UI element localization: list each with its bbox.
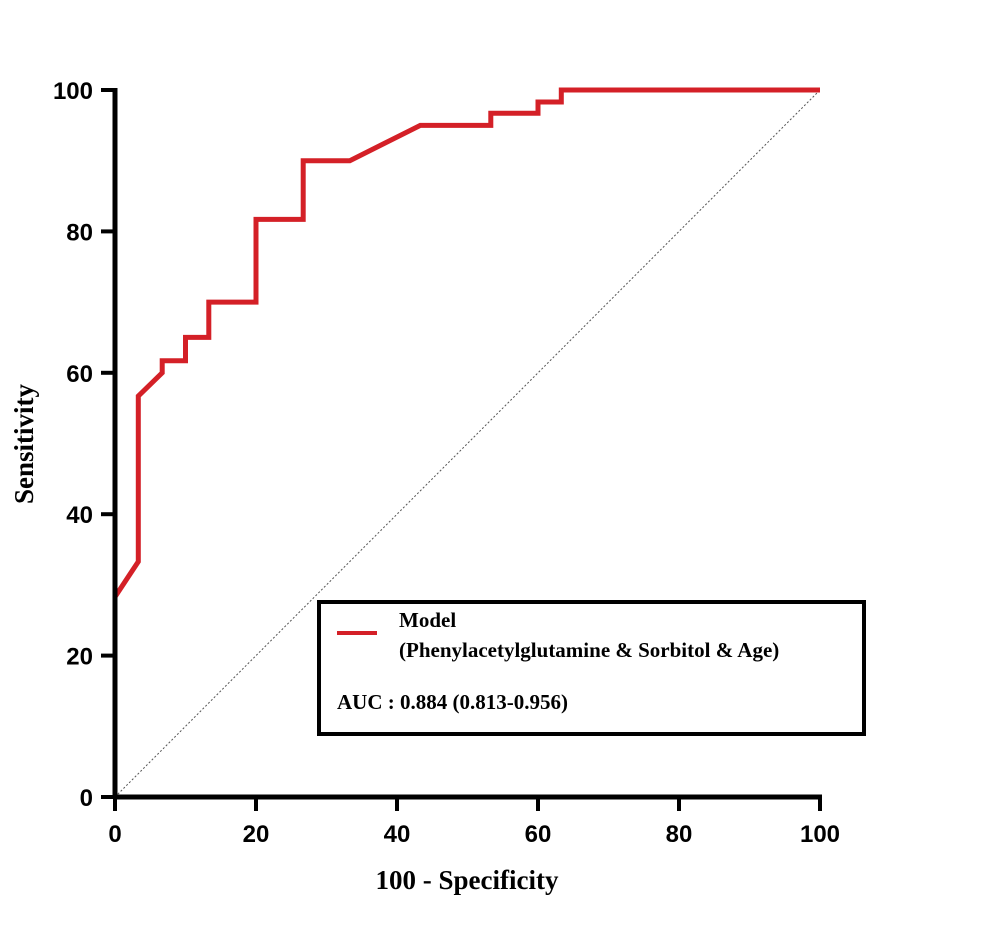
x-tick-label: 0 xyxy=(108,821,121,848)
reference-line-layer xyxy=(114,89,821,798)
y-tick-label: 100 xyxy=(53,78,93,105)
y-tick-label: 20 xyxy=(66,644,93,671)
roc-curve-model xyxy=(112,87,820,797)
axes-layer xyxy=(112,88,822,800)
legend: Model (Phenylacetylglutamine & Sorbitol … xyxy=(317,600,866,736)
x-tick-label: 60 xyxy=(525,821,552,848)
y-tick-label: 40 xyxy=(66,502,93,529)
x-tick-label: 20 xyxy=(243,821,270,848)
y-axis-title: Sensitivity xyxy=(9,383,39,504)
roc-curve-layer xyxy=(112,87,820,797)
x-tick-label: 40 xyxy=(384,821,411,848)
y-tick-label: 0 xyxy=(80,785,93,812)
y-tick-label: 80 xyxy=(66,219,93,246)
x-tick-label: 80 xyxy=(666,821,693,848)
legend-label-model: Model xyxy=(399,608,456,632)
x-tick-label: 100 xyxy=(800,821,840,848)
y-tick-label: 60 xyxy=(66,361,93,388)
auc-annotation: AUC : 0.884 (0.813-0.956) xyxy=(337,690,568,714)
x-axis-title: 100 - Specificity xyxy=(376,865,559,895)
reference-diagonal-line xyxy=(114,89,821,798)
legend-label-model-detail: (Phenylacetylglutamine & Sorbitol & Age) xyxy=(399,638,779,662)
legend-box xyxy=(317,600,866,736)
ticks-layer: 0 20 40 60 80 100 0 20 40 60 80 100 xyxy=(53,78,840,848)
